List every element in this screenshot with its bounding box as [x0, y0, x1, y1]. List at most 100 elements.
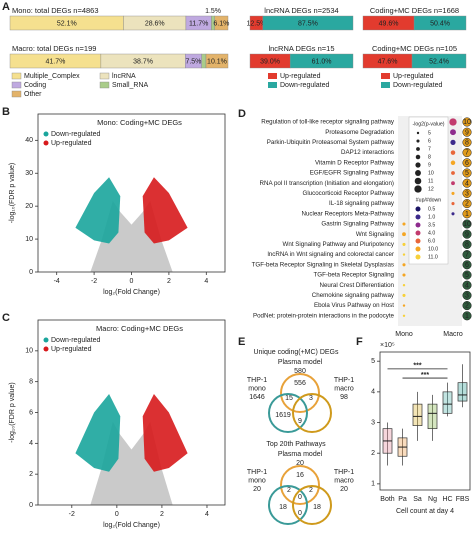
plot-frame — [379, 351, 471, 491]
rank-badge — [462, 127, 472, 137]
legend-color — [415, 238, 421, 244]
legend-label: 10 — [428, 170, 434, 176]
pathway-label: Parkin-Ubiquitin Proteasomal System path… — [267, 139, 395, 146]
series-label: Macro — [443, 331, 463, 338]
set-label: macro — [334, 385, 354, 392]
legend-color — [415, 214, 421, 220]
legend-swatch — [11, 81, 22, 89]
pathway-label: PodNet: protein-protein interactions in … — [253, 312, 395, 319]
legend-label: Up-regulated — [51, 346, 92, 353]
segment-label: 38.7% — [133, 58, 153, 65]
set-label: Plasma model — [278, 451, 323, 458]
x-tick-label: 2 — [160, 511, 164, 518]
bar-title: Coding+MC DEGs n=1668 — [370, 6, 459, 15]
legend-swatch — [381, 73, 390, 79]
legend-size — [415, 162, 421, 168]
dot — [449, 118, 457, 126]
legend-label: 12 — [428, 186, 434, 192]
legend-swatch — [11, 72, 22, 80]
segment-label: 47.6% — [378, 58, 398, 65]
rank-label: 3 — [465, 293, 469, 300]
legend-color — [415, 254, 421, 260]
y-tick-label: 10 — [25, 348, 33, 355]
significance-label: *** — [421, 372, 429, 379]
legend-title: -log2(p-value) — [412, 121, 444, 127]
pathway-label: Regulation of toll-like receptor signali… — [261, 119, 395, 126]
region-count: 15 — [285, 395, 293, 402]
segment-label: 12.5% — [247, 20, 267, 27]
legend-label: Down-regulated — [51, 131, 101, 138]
dot — [451, 191, 455, 195]
box — [427, 403, 438, 430]
x-tick-label: -2 — [69, 511, 75, 518]
rank-badge — [462, 188, 472, 198]
x-tick-label: Ng — [428, 496, 437, 503]
pathway-label: Proteasome Degradation — [325, 129, 394, 136]
y-tick-label: 1 — [371, 481, 375, 488]
set-label: mono — [248, 385, 266, 392]
rank-label: 1 — [465, 313, 469, 320]
rank-badge — [462, 270, 472, 280]
dot — [451, 171, 455, 175]
dot — [402, 222, 406, 226]
pathway-label: TGF-beta Receptor Signaling in Skeletal … — [252, 261, 394, 268]
box — [442, 391, 453, 414]
rank-badge — [462, 229, 472, 239]
legend-label: 11 — [428, 178, 433, 184]
y-tick-label: 6 — [29, 409, 33, 416]
x-tick-label: 0 — [115, 511, 119, 518]
venn-circle — [292, 393, 332, 433]
set-label: macro — [334, 477, 354, 484]
x-tick-label: Pa — [398, 496, 407, 503]
legend-label: 11.0 — [428, 254, 438, 260]
set-label: THP-1 — [247, 377, 267, 384]
rank-badge — [462, 148, 472, 158]
y-tick-label: 4 — [29, 440, 33, 447]
bar-segment — [201, 53, 207, 69]
y-tick-label: 4 — [371, 389, 375, 396]
rank-label: 8 — [465, 140, 469, 147]
legend-size — [415, 154, 421, 160]
y-axis-label: -log₁₀(FDR p value) — [9, 163, 16, 224]
panel-label: C — [2, 312, 10, 324]
dot — [402, 304, 406, 307]
rank-label: 10 — [463, 221, 471, 228]
rank-label: 7 — [465, 150, 469, 157]
rank-label: 9 — [465, 231, 469, 238]
pathway-label: Ebola Virus Pathway on Host — [314, 302, 394, 309]
x-tick-label: 2 — [167, 278, 171, 285]
legend-label: Up-regulated — [280, 73, 321, 80]
legend-marker — [43, 140, 49, 146]
region-count: 2 — [309, 487, 313, 494]
rank-label: 3 — [465, 191, 469, 198]
rank-badge — [462, 301, 472, 311]
series-label: Mono — [395, 331, 413, 338]
segment-label: 49.6% — [379, 20, 399, 27]
segment-label: 10.1% — [207, 58, 227, 65]
region-count: 0 — [298, 510, 302, 517]
panel-label: D — [238, 108, 246, 120]
y-axis-label: -log₁₀(FDR p value) — [9, 382, 16, 443]
y-tick-label: 3 — [371, 419, 375, 426]
region-count: 1619 — [275, 412, 291, 419]
venn-circle — [268, 485, 308, 525]
legend-swatch — [268, 82, 277, 88]
chart-title: Macro: Coding+MC DEGs — [96, 324, 183, 333]
region-count: 556 — [294, 380, 306, 387]
bar-title: Macro: total DEGs n=199 — [12, 44, 96, 53]
legend-label: 6 — [428, 138, 431, 144]
y-tick-label: 5 — [371, 358, 375, 365]
pathway-label: EGF/EGFR Signaling Pathway — [310, 170, 395, 177]
pathway-label: IL-18 signaling pathway — [329, 200, 395, 207]
dot — [450, 139, 456, 145]
bar-segment — [262, 15, 354, 31]
bar-title: Mono: total DEGs n=4863 — [12, 6, 99, 15]
y-tick-label: 30 — [25, 170, 33, 177]
dot — [402, 263, 406, 267]
legend-size — [415, 170, 421, 176]
bar-segment — [289, 53, 354, 69]
set-label: mono — [248, 477, 266, 484]
rank-label: 4 — [465, 180, 469, 187]
legend-title: #up/#down — [416, 197, 441, 203]
